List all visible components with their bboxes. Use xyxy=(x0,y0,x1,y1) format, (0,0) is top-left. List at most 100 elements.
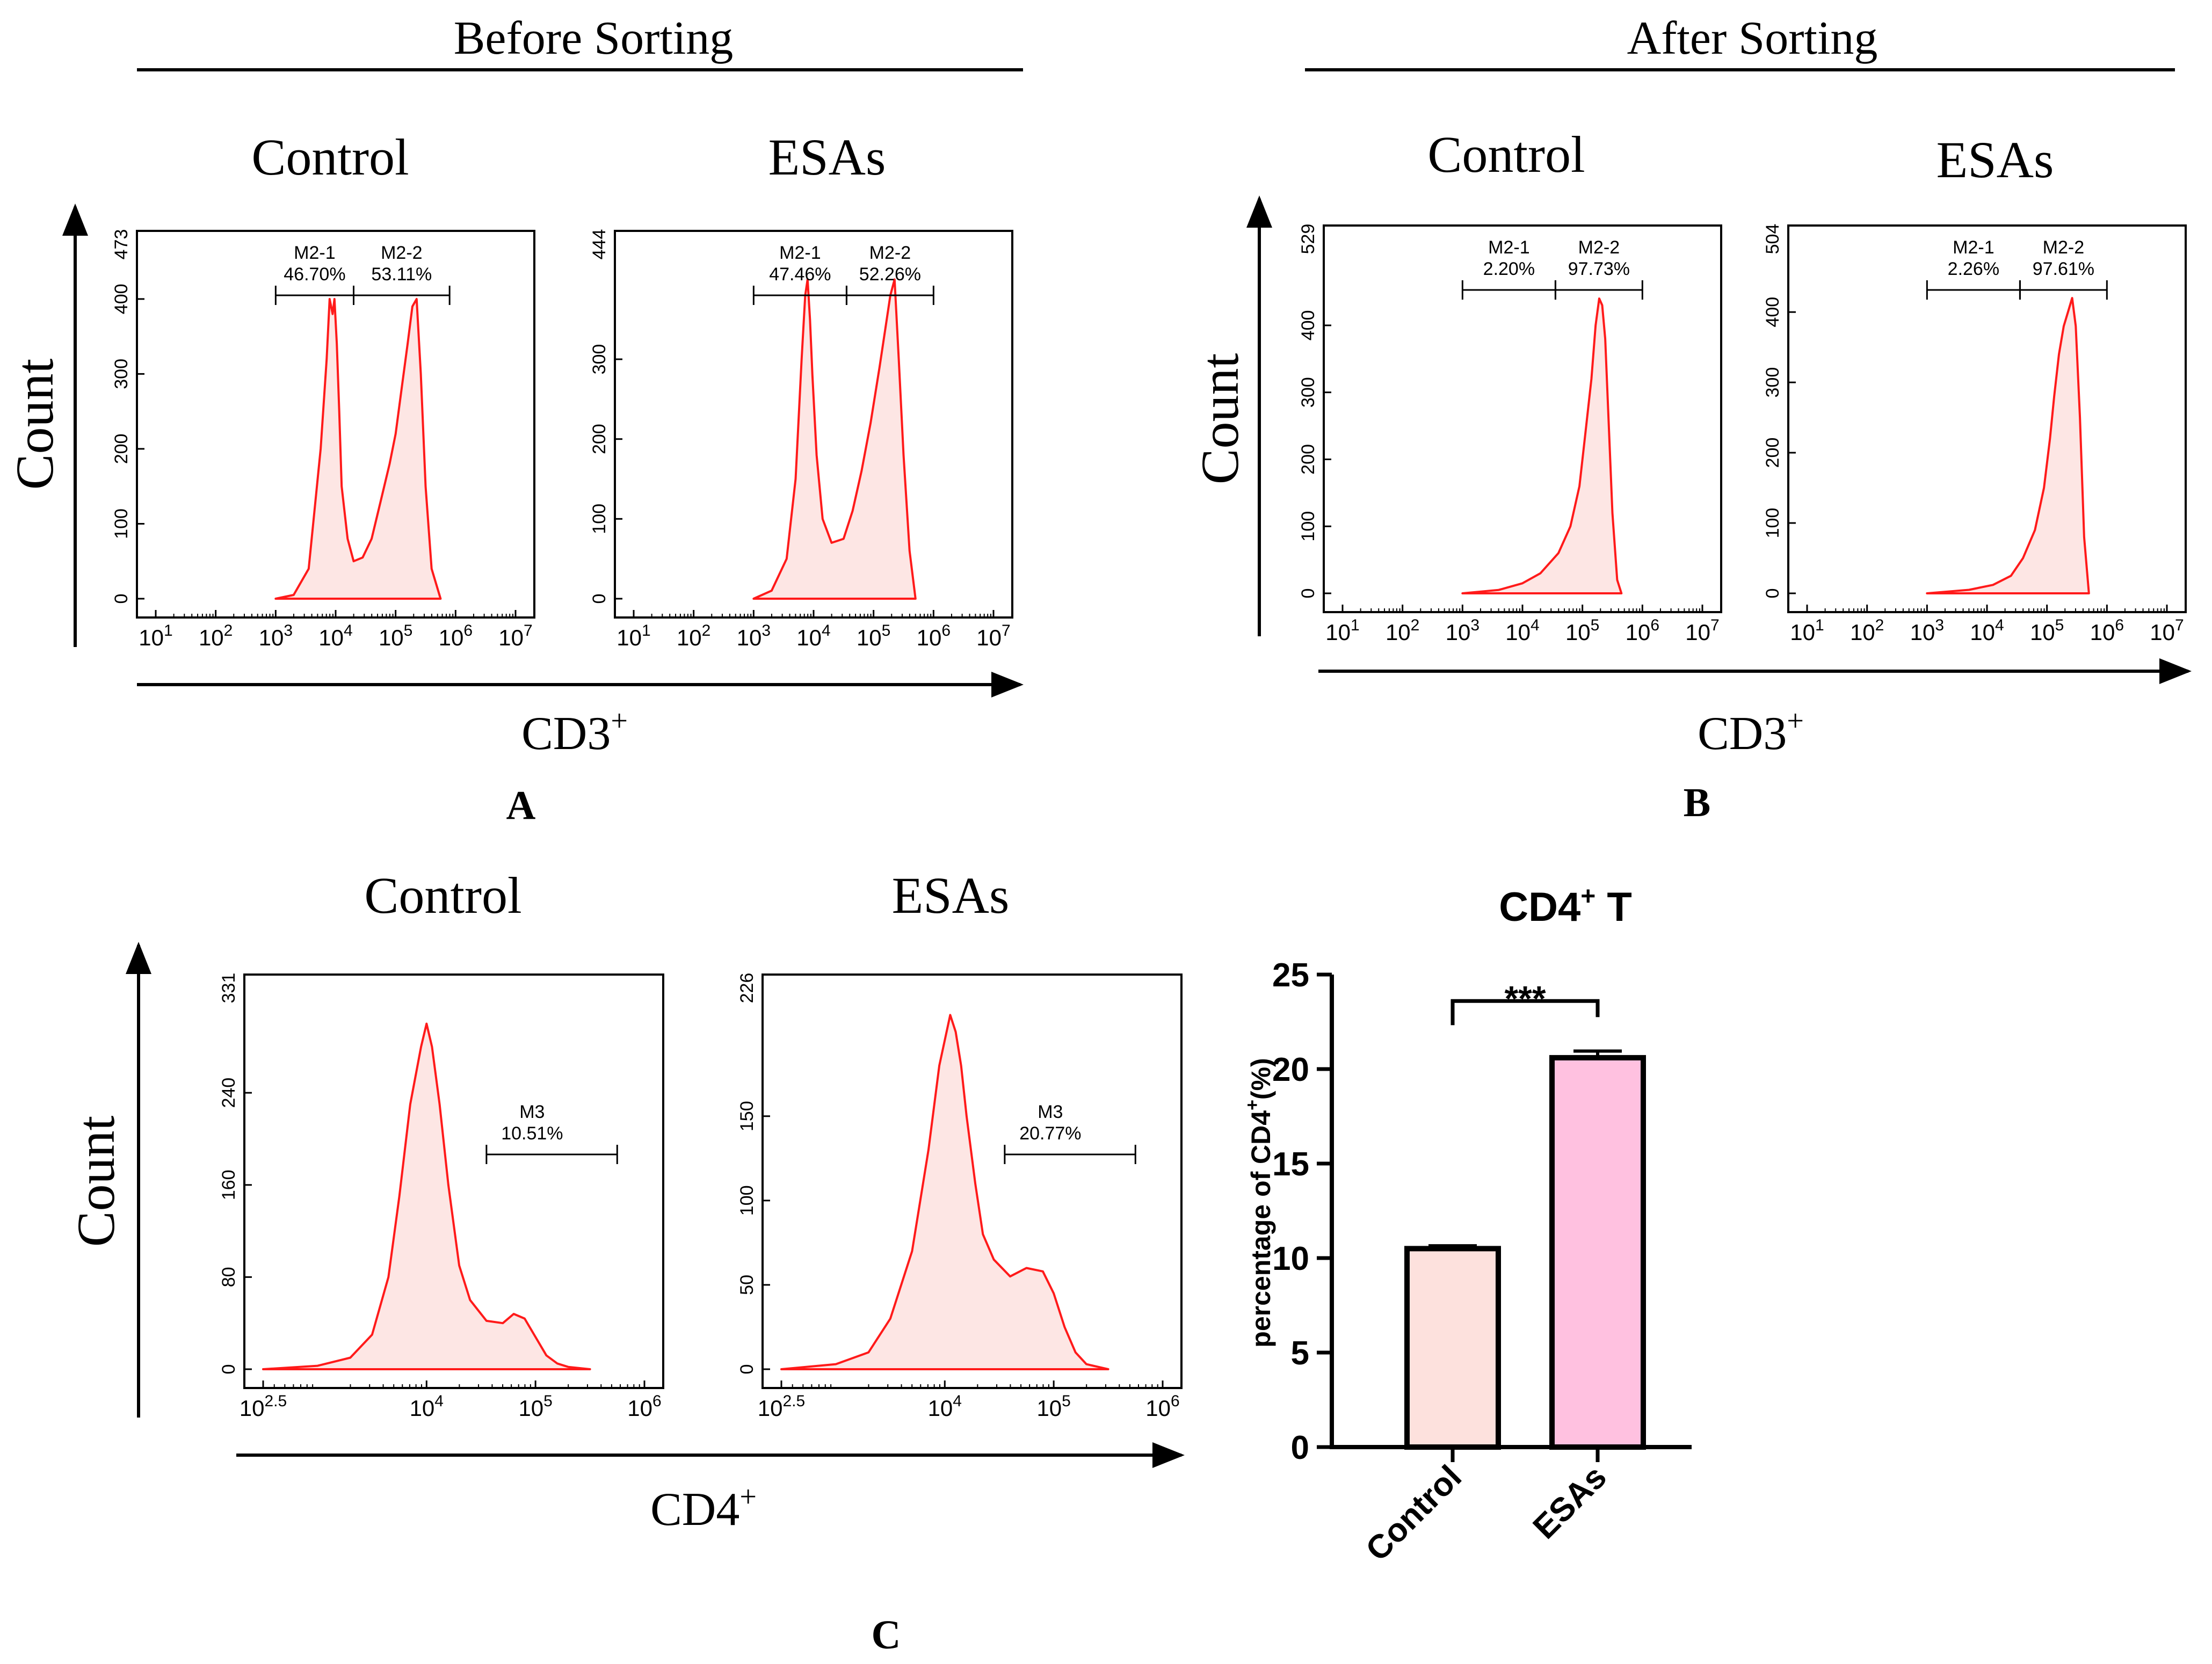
x-tick-label: 101 xyxy=(617,622,650,650)
x-tick-base: 10 xyxy=(1325,620,1351,645)
plot-frame xyxy=(1787,224,2187,613)
x-tick-label: 101 xyxy=(1325,616,1359,645)
x-tick-base: 10 xyxy=(439,625,464,650)
x-tick-label: 107 xyxy=(976,622,1010,650)
y-tick-label: 100 xyxy=(1298,511,1318,542)
y-tick-label: 0 xyxy=(219,1364,239,1375)
x-tick-base: 10 xyxy=(318,625,344,650)
x-tick-label: 107 xyxy=(2150,616,2184,645)
y-ticks-group: 0 50 100 150 226 xyxy=(737,973,770,1375)
x-tick-exponent: 4 xyxy=(953,1392,962,1410)
panel-b-x-label: CD3+ xyxy=(1698,704,1804,760)
x-ticks-group: 101 102 103 104 105 106 107 xyxy=(617,610,1011,650)
bar-chart-title-suffix: T xyxy=(1595,884,1632,930)
x-ticks-group: 102.5 104 105 106 xyxy=(240,1380,662,1421)
bar-chart-y-label-sup: + xyxy=(1242,1100,1263,1110)
panel-c-x-label-text: CD4 xyxy=(650,1484,739,1536)
panel-c-x-label-sup: + xyxy=(739,1480,757,1514)
gate-name-label: M2-2 xyxy=(869,243,911,263)
panel-letter-b: B xyxy=(1684,780,1711,825)
bar-chart-title-sup: + xyxy=(1580,882,1595,911)
x-tick-base: 10 xyxy=(617,625,642,650)
gate-name-label: M2-2 xyxy=(2043,237,2084,258)
bar-chart-significance-bracket: *** xyxy=(1451,978,1600,1026)
y-max-label: 504 xyxy=(1763,224,1783,255)
plot-frame xyxy=(1323,224,1722,613)
x-tick-base: 10 xyxy=(199,625,224,650)
gate-percent-label: 20.77% xyxy=(1019,1123,1081,1144)
y-tick-label: 200 xyxy=(1763,438,1783,468)
gate-name-label: M2-2 xyxy=(1578,237,1620,258)
gate-name-label: M3 xyxy=(519,1102,545,1122)
x-tick-exponent: 3 xyxy=(761,622,771,640)
y-tick-label: 80 xyxy=(219,1267,239,1287)
x-tick-base: 10 xyxy=(1565,620,1591,645)
gate-percent-label: 2.20% xyxy=(1483,259,1535,279)
x-tick-label: 104 xyxy=(318,622,352,650)
x-tick-exponent: 4 xyxy=(344,622,353,640)
x-tick-base: 10 xyxy=(1910,620,1935,645)
x-tick-exponent: 4 xyxy=(1531,616,1540,634)
x-tick-base: 10 xyxy=(796,625,822,650)
y-tick-label: 400 xyxy=(111,284,132,314)
x-tick-base: 10 xyxy=(1685,620,1710,645)
x-tick-label: 102 xyxy=(1850,616,1884,645)
y-max-label: 226 xyxy=(737,973,757,1004)
x-tick-label: 103 xyxy=(259,622,293,650)
x-tick-exponent: 4 xyxy=(434,1392,444,1410)
x-tick-base: 10 xyxy=(1145,1396,1171,1421)
bar-y-tick-label: 20 xyxy=(1272,1051,1309,1088)
x-tick-exponent: 6 xyxy=(2115,616,2124,634)
x-tick-base: 10 xyxy=(240,1396,265,1421)
x-tick-label: 105 xyxy=(1036,1392,1070,1421)
bar-chart-x-ticks: Control ESAs xyxy=(1359,1447,1614,1568)
panel-a-count-label: Count xyxy=(5,359,64,490)
y-tick-label: 300 xyxy=(1298,377,1318,408)
x-tick-exponent: 1 xyxy=(1815,616,1824,634)
bar-x-tick-label: Control xyxy=(1359,1458,1469,1568)
y-tick-label: 100 xyxy=(111,508,132,539)
gate-percent-label: 47.46% xyxy=(769,264,831,285)
x-tick-label: 101 xyxy=(1790,616,1824,645)
x-tick-label: 105 xyxy=(1565,616,1599,645)
y-tick-label: 100 xyxy=(1763,508,1783,539)
x-tick-exponent: 7 xyxy=(2175,616,2184,634)
x-tick-exponent: 5 xyxy=(1062,1392,1071,1410)
y-tick-label: 150 xyxy=(737,1101,757,1131)
x-tick-label: 102 xyxy=(199,622,233,650)
x-tick-base: 10 xyxy=(857,625,882,650)
y-tick-label: 100 xyxy=(589,504,610,534)
gate-name-label: M2-1 xyxy=(1953,237,1994,258)
group-title-b-esas: ESAs xyxy=(1937,131,2054,188)
x-tick-base: 10 xyxy=(379,625,404,650)
histogram-area xyxy=(780,1014,1109,1370)
x-tick-exponent: 6 xyxy=(1171,1392,1180,1410)
gates-group: M2-146.70% M2-253.11% xyxy=(274,243,451,305)
y-tick-label: 300 xyxy=(1763,367,1783,398)
x-tick-base: 10 xyxy=(677,625,702,650)
x-ticks-group: 101 102 103 104 105 106 107 xyxy=(1325,605,1720,645)
group-title-b-control: Control xyxy=(1427,126,1585,183)
histogram-area xyxy=(752,278,917,600)
y-tick-label: 200 xyxy=(111,434,132,464)
panel-a-x-label-text: CD3 xyxy=(521,708,611,760)
x-tick-exponent: 3 xyxy=(1470,616,1479,634)
group-title-c-control: Control xyxy=(364,867,521,924)
section-title-before-sorting: Before Sorting xyxy=(454,12,734,64)
x-tick-exponent: 5 xyxy=(882,622,891,640)
x-tick-label: 106 xyxy=(627,1392,661,1421)
y-ticks-group: 0 100 200 300 400 473 xyxy=(111,229,144,604)
gate-name-label: M2-1 xyxy=(779,243,821,263)
x-tick-base: 10 xyxy=(737,625,762,650)
x-tick-exponent: 3 xyxy=(1935,616,1944,634)
bar-y-tick-label: 15 xyxy=(1272,1146,1309,1183)
gate-percent-label: 46.70% xyxy=(284,264,345,285)
x-tick-base: 10 xyxy=(758,1396,783,1421)
panel-b-x-label-sup: + xyxy=(1787,704,1804,738)
x-tick-base: 10 xyxy=(2150,620,2175,645)
y-tick-label: 0 xyxy=(737,1364,757,1375)
group-title-a-esas: ESAs xyxy=(768,128,886,186)
